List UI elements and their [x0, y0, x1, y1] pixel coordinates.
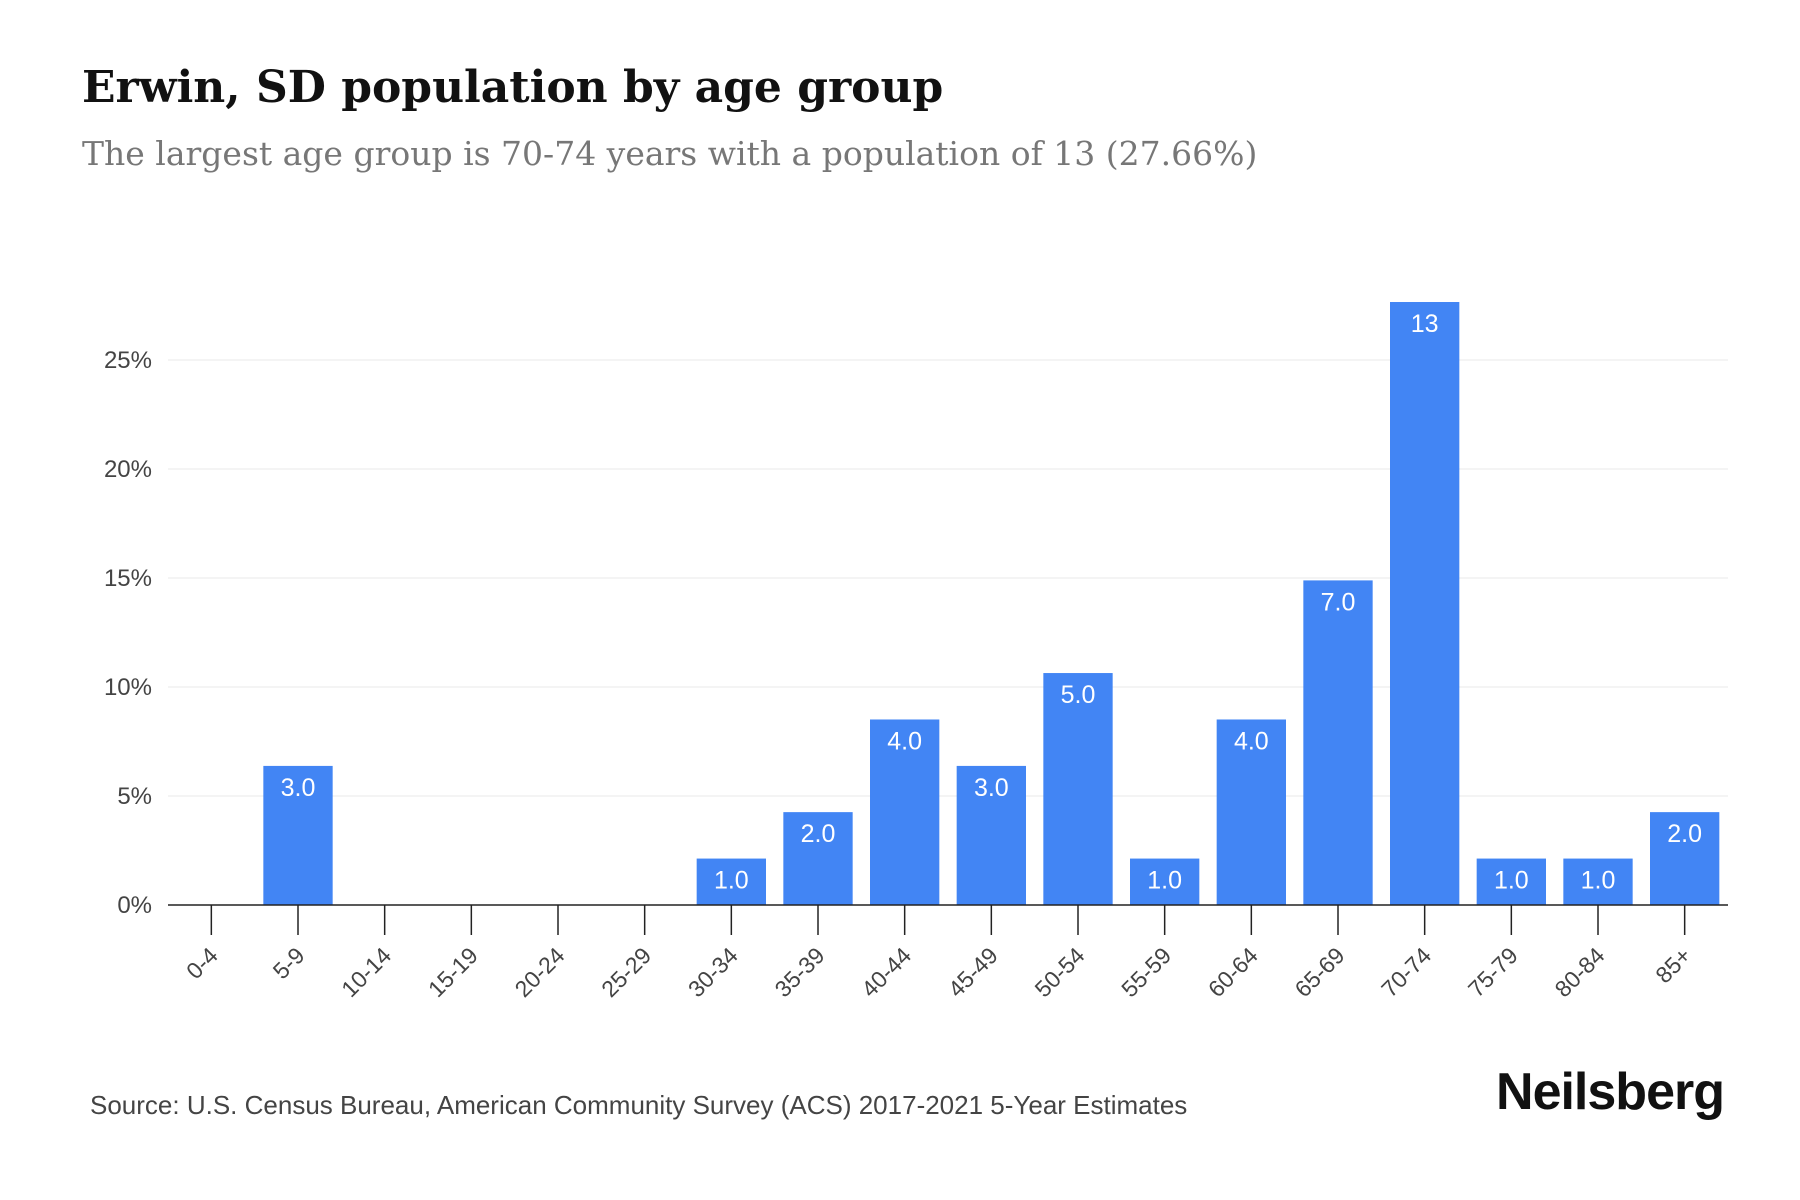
bar-value-label: 4.0 — [1234, 727, 1269, 755]
bar — [1303, 580, 1373, 905]
x-tick-label: 5-9 — [268, 942, 310, 984]
data-labels: 3.0 1.0 2.0 4.0 3.0 5.0 1.0 4.0 7.0 13 1.0 1.0 2.0 — [281, 310, 1702, 895]
bar — [263, 765, 333, 905]
bar — [696, 858, 766, 905]
bar-value-label: 2.0 — [801, 820, 836, 848]
x-tick-label: 45-49 — [943, 942, 1003, 1002]
x-tick-label: 0-4 — [181, 942, 223, 984]
y-tick-label: 10% — [104, 674, 152, 701]
y-tick-label: 15% — [104, 565, 152, 592]
chart-title: Erwin, SD population by age group — [82, 62, 944, 113]
bar — [1650, 812, 1720, 905]
x-tick-label: 40-44 — [856, 942, 916, 1002]
brand-logo: Neilsberg — [1496, 1063, 1725, 1121]
bar-value-label: 13 — [1411, 310, 1439, 338]
y-tick-label: 25% — [104, 347, 152, 374]
x-tick-label: 35-39 — [770, 942, 830, 1002]
y-tick-label: 5% — [117, 783, 152, 810]
bar — [1563, 858, 1633, 905]
gridlines: 0% 5% 10% 15% 20% 25% — [104, 347, 1728, 919]
y-tick-label: 0% — [117, 892, 152, 919]
bars — [263, 302, 1720, 906]
bar-value-label: 1.0 — [1581, 867, 1616, 895]
bar — [1043, 673, 1113, 905]
bar — [783, 812, 853, 905]
x-tick-label: 70-74 — [1376, 942, 1436, 1002]
bar-value-label: 7.0 — [1321, 588, 1356, 616]
x-tick-label: 50-54 — [1030, 942, 1090, 1002]
bar-value-label: 3.0 — [974, 774, 1009, 802]
bar-value-label: 3.0 — [281, 774, 316, 802]
x-tick-label: 30-34 — [683, 942, 743, 1002]
x-tick-label: 10-14 — [336, 942, 396, 1002]
x-tick-label: 75-79 — [1463, 942, 1523, 1002]
x-tick-label: 15-19 — [423, 942, 483, 1002]
bar — [956, 765, 1026, 905]
x-axis: 0-4 5-9 10-14 15-19 20-24 25-29 30-34 35-39 40-4… — [168, 904, 1728, 1002]
bar-value-label: 5.0 — [1061, 681, 1096, 709]
bar — [1130, 858, 1200, 905]
bar-value-label: 1.0 — [1147, 867, 1182, 895]
bar-value-label: 1.0 — [1494, 867, 1529, 895]
x-tick-label: 55-59 — [1116, 942, 1176, 1002]
x-tick-label: 80-84 — [1550, 942, 1610, 1002]
x-tick-label: 65-69 — [1290, 942, 1350, 1002]
bar-value-label: 4.0 — [887, 727, 922, 755]
x-tick-label: 20-24 — [510, 942, 570, 1002]
bar — [1476, 858, 1546, 905]
bar-value-label: 2.0 — [1667, 820, 1702, 848]
bar — [1390, 302, 1460, 906]
x-tick-label: 60-64 — [1203, 942, 1263, 1002]
y-tick-label: 20% — [104, 456, 152, 483]
chart-subtitle: The largest age group is 70-74 years wit… — [82, 134, 1258, 173]
x-tick-label: 85+ — [1650, 942, 1696, 988]
bar — [1216, 719, 1286, 905]
bar-value-label: 1.0 — [714, 867, 749, 895]
source-note: Source: U.S. Census Bureau, American Com… — [90, 1090, 1188, 1120]
bar — [870, 719, 940, 905]
x-tick-label: 25-29 — [596, 942, 656, 1002]
